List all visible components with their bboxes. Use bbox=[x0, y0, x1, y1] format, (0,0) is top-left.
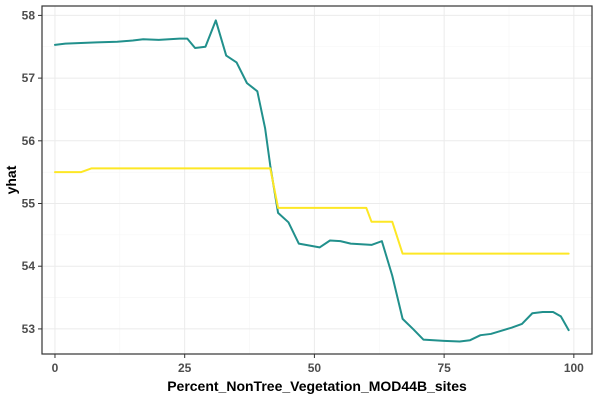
y-tick-label: 56 bbox=[22, 134, 36, 148]
x-axis-title: Percent_NonTree_Vegetation_MOD44B_sites bbox=[167, 378, 467, 394]
y-tick-label: 57 bbox=[22, 71, 36, 85]
y-tick-label: 54 bbox=[22, 259, 36, 273]
axes: 0 25 50 75 100 53 54 55 56 57 58 bbox=[22, 8, 585, 375]
panel-background bbox=[42, 6, 592, 354]
y-tick-label: 53 bbox=[22, 322, 36, 336]
x-tick-label: 50 bbox=[308, 361, 322, 375]
x-tick-label: 75 bbox=[437, 361, 451, 375]
x-tick-label: 0 bbox=[52, 361, 59, 375]
y-tick-label: 55 bbox=[22, 197, 36, 211]
series-line-2 bbox=[53, 167, 570, 255]
panel-border bbox=[41, 5, 593, 355]
y-axis-title: yhat bbox=[3, 165, 19, 194]
grid bbox=[42, 6, 592, 354]
x-tick-label: 100 bbox=[564, 361, 584, 375]
series-lines bbox=[53, 19, 570, 343]
series-line-1 bbox=[53, 19, 570, 343]
x-tick-label: 25 bbox=[178, 361, 192, 375]
y-tick-label: 58 bbox=[22, 8, 36, 22]
